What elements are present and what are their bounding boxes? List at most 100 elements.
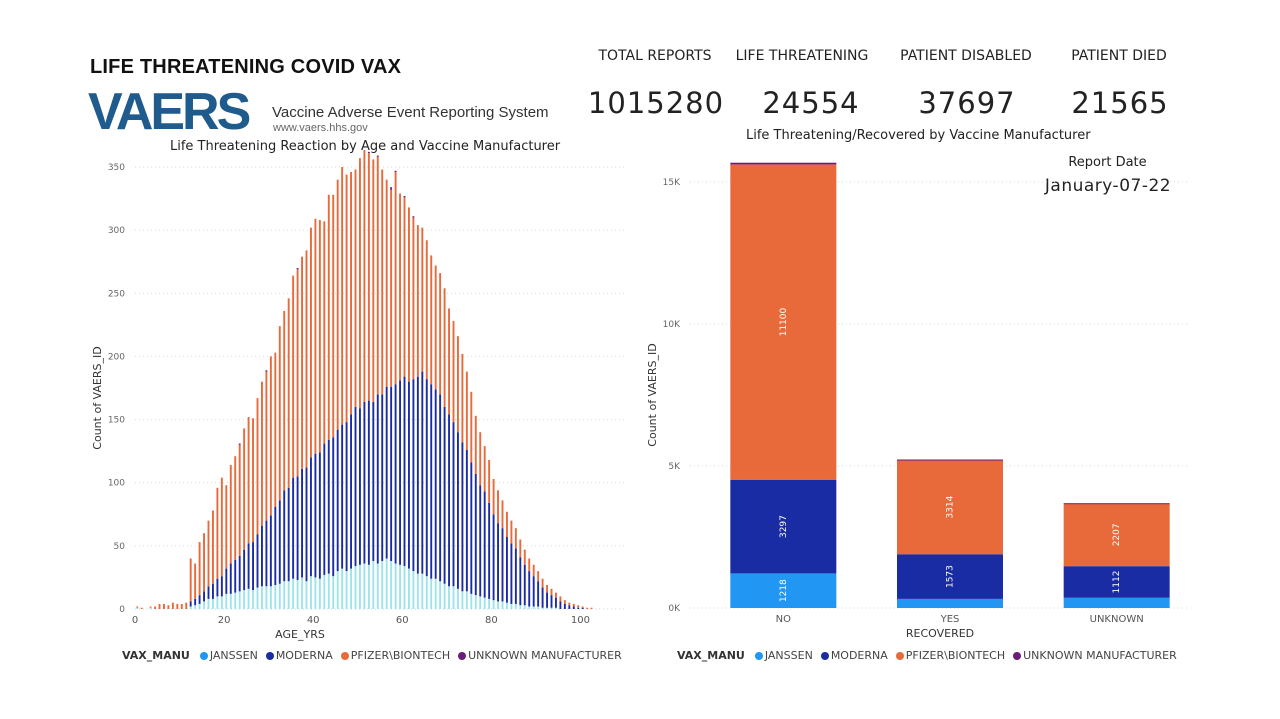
legend-item-moderna[interactable]: MODERNA <box>820 649 888 662</box>
bar-segment <box>497 601 499 609</box>
bar-segment <box>483 446 486 492</box>
recovered-chart-title: Life Threatening/Recovered by Vaccine Ma… <box>746 128 1091 143</box>
bar-segment <box>167 605 170 609</box>
bar-segment <box>416 376 419 574</box>
bar-segment <box>568 602 571 606</box>
bar-segment <box>332 576 335 609</box>
bar-segment <box>425 240 428 380</box>
x-tick-label: 0 <box>132 615 138 626</box>
bar-segment <box>483 491 486 598</box>
data-label: 1218 <box>779 579 789 602</box>
bar-segment <box>189 558 192 602</box>
legend-label: UNKNOWN MANUFACTURER <box>1023 649 1177 662</box>
bar-segment <box>278 326 281 501</box>
bar-segment <box>403 196 406 198</box>
bar-segment <box>581 607 584 609</box>
bar-segment <box>550 588 553 596</box>
y-tick-label: 50 <box>114 542 126 552</box>
legend-item-pfizer[interactable]: PFIZER\BIONTECH <box>340 649 450 662</box>
bar-segment <box>492 478 495 515</box>
bar-segment <box>546 592 548 608</box>
bar-segment <box>376 563 379 609</box>
bar-segment <box>448 586 450 609</box>
legend-label: MODERNA <box>830 649 888 662</box>
bar-segment <box>269 586 272 609</box>
bar-segment <box>488 502 491 599</box>
bar-segment <box>479 432 482 486</box>
bar-segment <box>229 593 232 609</box>
legend-item-janssen[interactable]: JANSSEN <box>199 649 258 662</box>
report-date-label: Report Date <box>1068 155 1147 170</box>
bar-segment <box>394 563 397 609</box>
bar-segment <box>274 506 277 586</box>
bar-segment <box>403 566 406 609</box>
bar-segment <box>497 523 499 602</box>
bar-segment <box>212 583 214 599</box>
bar-segment <box>510 603 513 609</box>
bar-segment <box>897 554 1003 599</box>
bar-segment <box>501 500 504 529</box>
bar-segment <box>296 476 299 580</box>
report-date-value: January-07-22 <box>1044 176 1172 196</box>
y-tick-label: 150 <box>108 416 125 426</box>
bar-segment <box>443 288 446 407</box>
bar-segment <box>265 370 268 372</box>
bar-segment <box>252 542 254 591</box>
legend-dot-unknown <box>1013 651 1022 660</box>
bar-segment <box>216 596 219 609</box>
bar-segment <box>390 189 393 387</box>
legend-label: UNKNOWN MANUFACTURER <box>468 649 622 662</box>
legend-item-moderna[interactable]: MODERNA <box>265 649 333 662</box>
bar-segment <box>581 606 584 608</box>
bar-segment <box>730 479 837 574</box>
bar-segment <box>568 605 571 609</box>
bar-segment <box>336 571 339 609</box>
bar-segment <box>363 563 366 609</box>
x-tick-label: 100 <box>571 615 590 626</box>
bar-segment <box>234 456 237 560</box>
bar-segment <box>439 394 442 582</box>
bar-segment <box>474 595 477 609</box>
bar-segment <box>488 598 491 609</box>
bar-segment <box>537 581 540 607</box>
bar-segment <box>897 459 1003 461</box>
bar-segment <box>163 603 165 609</box>
bar-segment <box>283 310 286 491</box>
bar-segment <box>510 543 513 604</box>
bar-segment <box>363 150 366 402</box>
bar-segment <box>314 577 317 609</box>
bar-segment <box>189 601 192 607</box>
bar-segment <box>296 579 299 609</box>
bar-segment <box>461 353 464 443</box>
bar-segment <box>207 586 210 599</box>
data-label: 2207 <box>1112 523 1122 546</box>
bar-segment <box>541 578 544 588</box>
x-tick-label: NO <box>776 614 791 625</box>
legend-item-pfizer[interactable]: PFIZER\BIONTECH <box>895 649 1005 662</box>
bar-segment <box>470 593 473 609</box>
bar-segment <box>283 581 286 609</box>
bar-segment <box>408 207 410 382</box>
bar-segment <box>261 525 263 587</box>
legend-item-unknown[interactable]: UNKNOWN MANUFACTURER <box>1013 649 1177 662</box>
legend-dot-pfizer <box>340 651 349 660</box>
bar-segment <box>296 269 299 477</box>
bar-segment <box>412 571 415 609</box>
bar-segment <box>541 607 544 609</box>
kpi-life-threatening-label: LIFE THREATENING <box>735 48 869 64</box>
y-tick-label: 100 <box>108 479 125 489</box>
bar-segment <box>394 384 397 564</box>
bar-segment <box>563 603 566 609</box>
bar-segment <box>572 606 575 609</box>
bar-segment <box>238 555 241 592</box>
bar-segment <box>730 162 837 165</box>
y-tick-label: 5K <box>668 462 681 472</box>
bar-segment <box>470 391 473 463</box>
bar-segment <box>1063 503 1170 505</box>
bar-segment <box>537 606 540 609</box>
bar-segment <box>194 605 197 609</box>
legend-item-janssen[interactable]: JANSSEN <box>754 649 813 662</box>
bar-segment <box>452 321 455 423</box>
bar-segment <box>394 170 397 173</box>
legend-item-unknown[interactable]: UNKNOWN MANUFACTURER <box>458 649 622 662</box>
